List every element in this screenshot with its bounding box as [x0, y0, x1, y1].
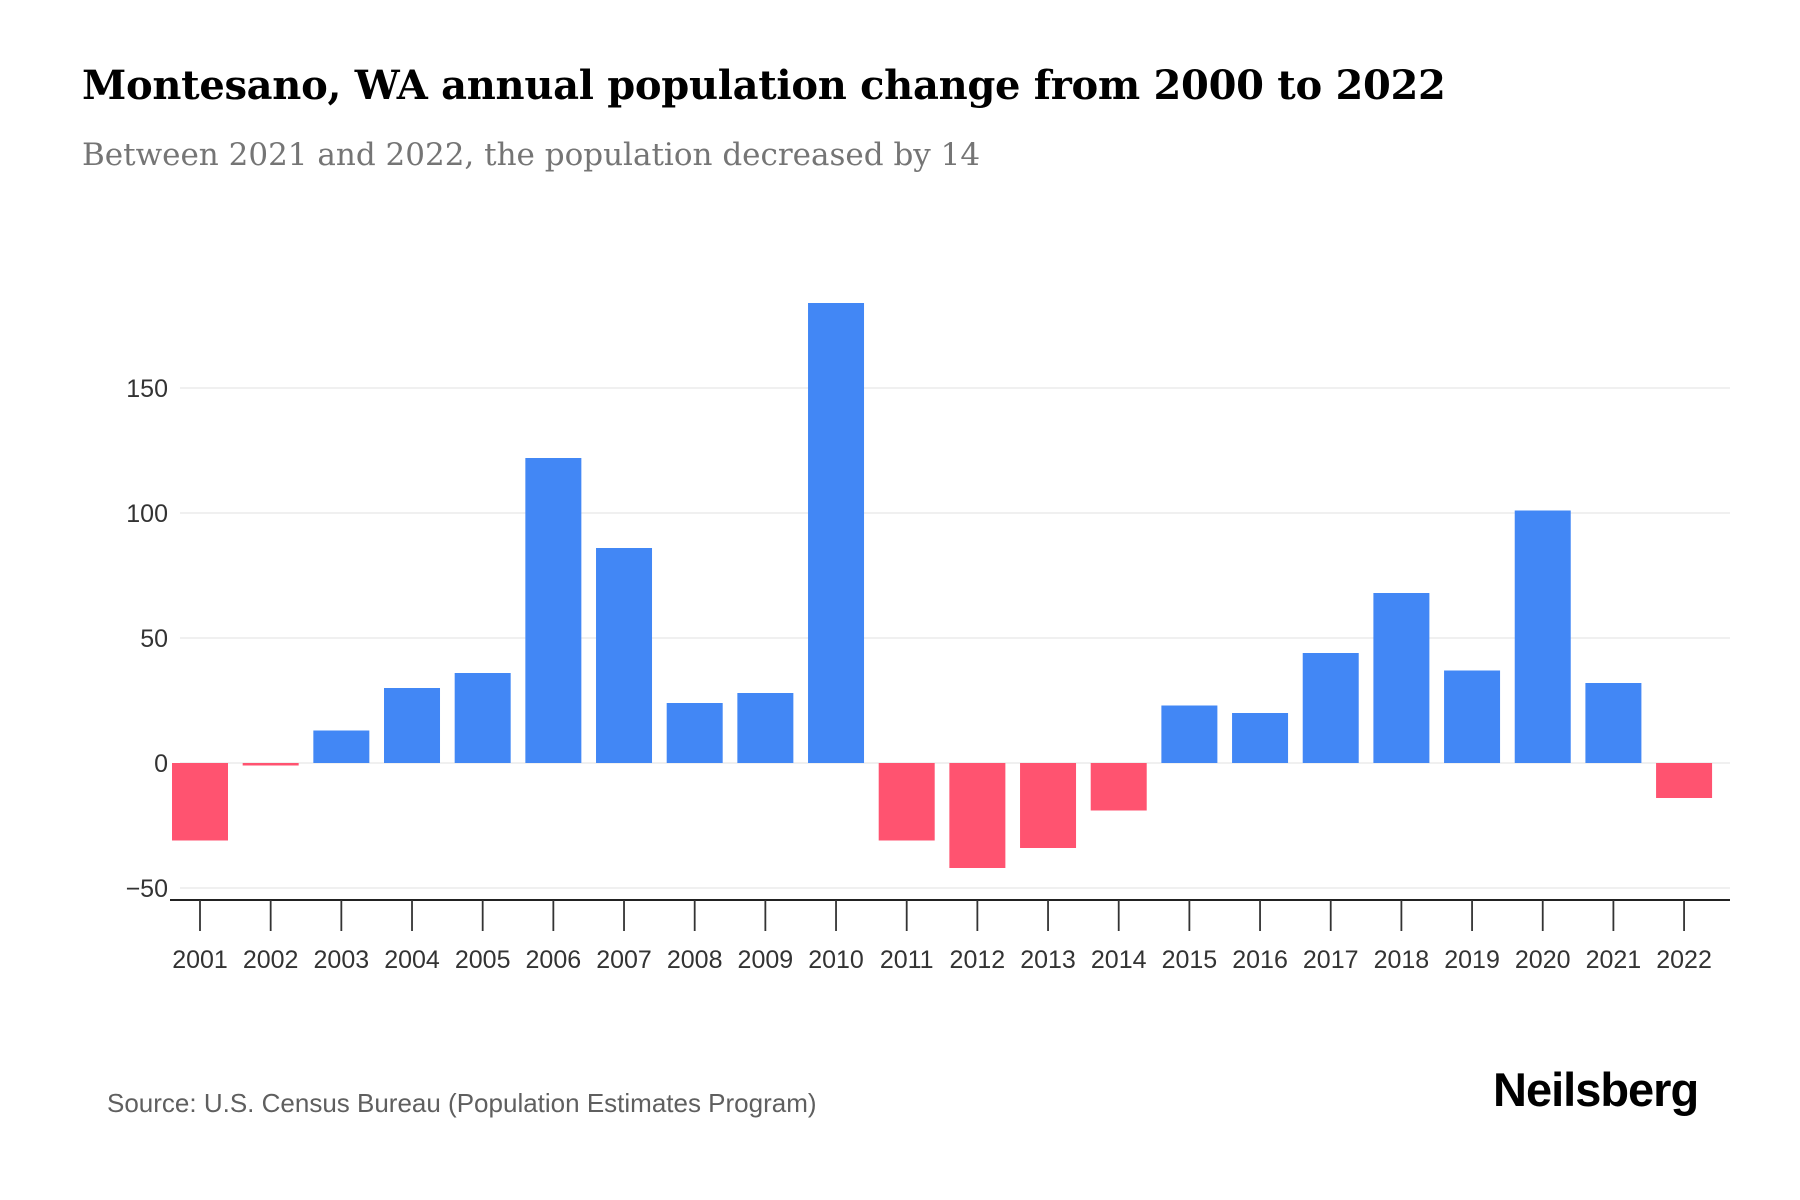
y-axis-labels: −50 0 50 100 150 — [126, 375, 168, 903]
bar-2018 — [1373, 593, 1430, 763]
bar-2009 — [737, 693, 794, 763]
chart-title: Montesano, WA annual population change f… — [82, 62, 1446, 109]
x-tick-label: 2007 — [596, 946, 652, 974]
x-tick-label: 2003 — [314, 946, 370, 974]
bar-2006 — [525, 458, 582, 763]
x-tick-label: 2002 — [243, 946, 299, 974]
x-tick-label: 2004 — [384, 946, 440, 974]
x-tick-label: 2020 — [1515, 946, 1571, 974]
x-tick-label: 2015 — [1162, 946, 1218, 974]
x-tick-label: 2009 — [738, 946, 794, 974]
y-tick-label: −50 — [126, 875, 168, 903]
bar-2022 — [1656, 763, 1713, 798]
x-tick-label: 2001 — [172, 946, 228, 974]
x-tick-label: 2010 — [808, 946, 864, 974]
bar-2013 — [1020, 763, 1077, 848]
y-tick-label: 50 — [140, 625, 168, 653]
x-tick-label: 2021 — [1586, 946, 1642, 974]
x-tick-label: 2017 — [1303, 946, 1359, 974]
bar-2011 — [878, 763, 935, 841]
bar-2010 — [808, 303, 865, 763]
x-tick-label: 2013 — [1020, 946, 1076, 974]
bar-2007 — [596, 548, 653, 763]
y-tick-label: 100 — [126, 500, 168, 528]
neilsberg-logo: Neilsberg — [1493, 1063, 1699, 1116]
x-tick-label: 2022 — [1656, 946, 1712, 974]
x-tick-label: 2016 — [1232, 946, 1288, 974]
bar-2012 — [949, 763, 1006, 868]
y-tick-label: 0 — [154, 750, 168, 778]
y-tick-label: 150 — [126, 375, 168, 403]
x-tick-label: 2019 — [1444, 946, 1500, 974]
bar-2003 — [313, 730, 370, 763]
x-tick-label: 2011 — [880, 946, 934, 974]
x-tick-label: 2005 — [455, 946, 511, 974]
bar-2005 — [454, 673, 511, 763]
bar-2016 — [1232, 713, 1289, 763]
bar-2019 — [1444, 670, 1501, 763]
bar-2004 — [384, 688, 441, 763]
x-tick-label: 2018 — [1374, 946, 1430, 974]
bar-2002 — [242, 763, 299, 766]
x-tick-label: 2012 — [950, 946, 1006, 974]
chart-subtitle: Between 2021 and 2022, the population de… — [82, 137, 981, 173]
source-note: Source: U.S. Census Bureau (Population E… — [107, 1088, 817, 1118]
x-axis — [170, 899, 1730, 931]
x-tick-label: 2008 — [667, 946, 723, 974]
x-tick-label: 2006 — [526, 946, 582, 974]
bar-2021 — [1585, 683, 1642, 763]
bar-2017 — [1302, 653, 1359, 763]
x-axis-labels: 2001 2002 2003 2004 2005 2006 2007 2008 2009 2010… — [172, 946, 1712, 974]
bar-2020 — [1514, 510, 1571, 763]
bar-2008 — [666, 703, 723, 763]
bar-2001 — [172, 763, 228, 841]
x-tick-label: 2014 — [1091, 946, 1147, 974]
bar-2014 — [1090, 763, 1147, 811]
bar-2015 — [1161, 705, 1218, 763]
bars — [172, 303, 1713, 868]
